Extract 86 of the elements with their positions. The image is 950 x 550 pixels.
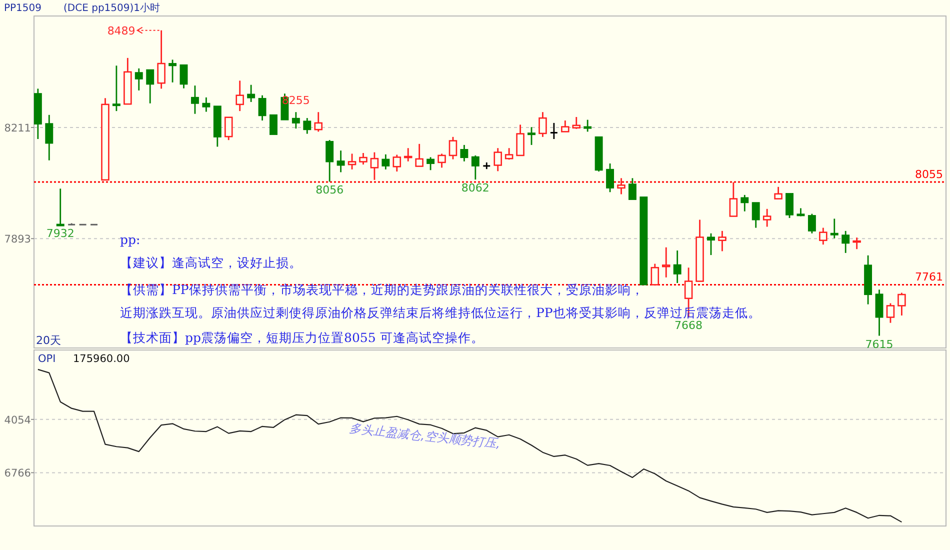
candlestick [303, 117, 312, 134]
annotation: 20天 [36, 334, 61, 347]
candlestick [729, 182, 738, 217]
candlestick [852, 236, 861, 250]
candlestick [550, 122, 558, 140]
candlestick [258, 94, 266, 122]
candlestick [538, 111, 547, 138]
chart-subtitle: (DCE pp1509)1小时 [64, 2, 160, 14]
candlestick [426, 156, 435, 171]
y-tick-label: 7893 [4, 234, 31, 246]
candlestick [707, 232, 715, 256]
candlestick [45, 114, 54, 162]
candlestick [438, 152, 446, 168]
candlestick [348, 152, 356, 170]
annotation: 【供需】PP保持供需平衡，市场表现平稳，近期的走势跟原油的关联性很大，受原油影响， [120, 282, 644, 297]
candlestick [740, 194, 749, 212]
annotation: 7668 [674, 319, 703, 332]
candlestick [134, 68, 143, 92]
annotation: 7932 [46, 226, 74, 240]
candlestick [628, 177, 636, 200]
annotation: 8062 [461, 182, 490, 195]
candlestick [326, 139, 334, 182]
candlestick [528, 126, 536, 146]
candlestick [112, 64, 120, 112]
candlestick [617, 177, 626, 195]
candlestick [247, 84, 256, 103]
candlestick [808, 213, 816, 234]
annotation: 8056 [316, 184, 344, 197]
candlestick [460, 144, 468, 162]
candlestick [168, 58, 177, 84]
candlestick [494, 147, 502, 172]
chart-title: PP1509 [4, 3, 42, 14]
candlestick [673, 250, 682, 284]
y-tick-label: 8211 [4, 122, 31, 134]
candlestick [292, 111, 300, 130]
candlestick [572, 116, 581, 130]
candlestick [448, 136, 458, 160]
candlestick [830, 218, 838, 239]
candlestick [504, 147, 514, 160]
ref-line-label: 7761 [915, 270, 943, 284]
candlestick [650, 263, 660, 286]
ref-line-label: 8055 [915, 168, 943, 181]
candlestick [471, 154, 480, 180]
candlestick [56, 188, 64, 226]
annotation: OPI [38, 353, 56, 365]
candlestick [224, 116, 233, 141]
annotation: 7615 [865, 338, 894, 351]
candlestick [382, 154, 390, 170]
candlestick [336, 150, 345, 173]
candlestick [157, 30, 166, 90]
annotation: 【建议】逢高试空，设好止损。 [120, 255, 302, 270]
candlestick [180, 64, 188, 90]
line-series [37, 368, 902, 523]
candlestick [202, 96, 210, 112]
candlestick [359, 152, 368, 166]
annotation: 【技术面】pp震荡偏空，短期压力位置8055 可逢高试空操作。 [120, 330, 484, 345]
candlestick [898, 292, 906, 316]
annotation: pp: [120, 232, 140, 247]
candlestick [762, 208, 772, 228]
candlestick [606, 162, 614, 193]
candlestick [842, 230, 850, 254]
candlestick [370, 152, 379, 181]
candlestick [236, 80, 244, 112]
annotation: 多头止盈减仓,空头顺势打压, [348, 421, 501, 451]
candlestick [752, 202, 760, 228]
candlestick [392, 154, 402, 172]
candlestick [190, 84, 199, 115]
candlestick [786, 192, 794, 219]
candlestick [404, 147, 412, 162]
candlestick [886, 302, 895, 324]
candlestick [415, 143, 424, 167]
annotation: 175960.00 [73, 353, 130, 365]
candlestick [516, 124, 524, 156]
candlestick [270, 114, 278, 135]
candlestick [561, 120, 570, 132]
candlestick [774, 186, 782, 200]
candlestick [718, 230, 726, 252]
candlestick [314, 111, 322, 132]
candlestick [146, 69, 154, 104]
candlestick [875, 288, 884, 336]
candlestick [662, 246, 670, 278]
candlestick [819, 227, 828, 246]
annotation: 8489 [107, 24, 136, 38]
y-tick-label: 6766 [4, 468, 32, 480]
y-tick-label: 4054 [4, 414, 32, 426]
candlestick [584, 119, 592, 132]
